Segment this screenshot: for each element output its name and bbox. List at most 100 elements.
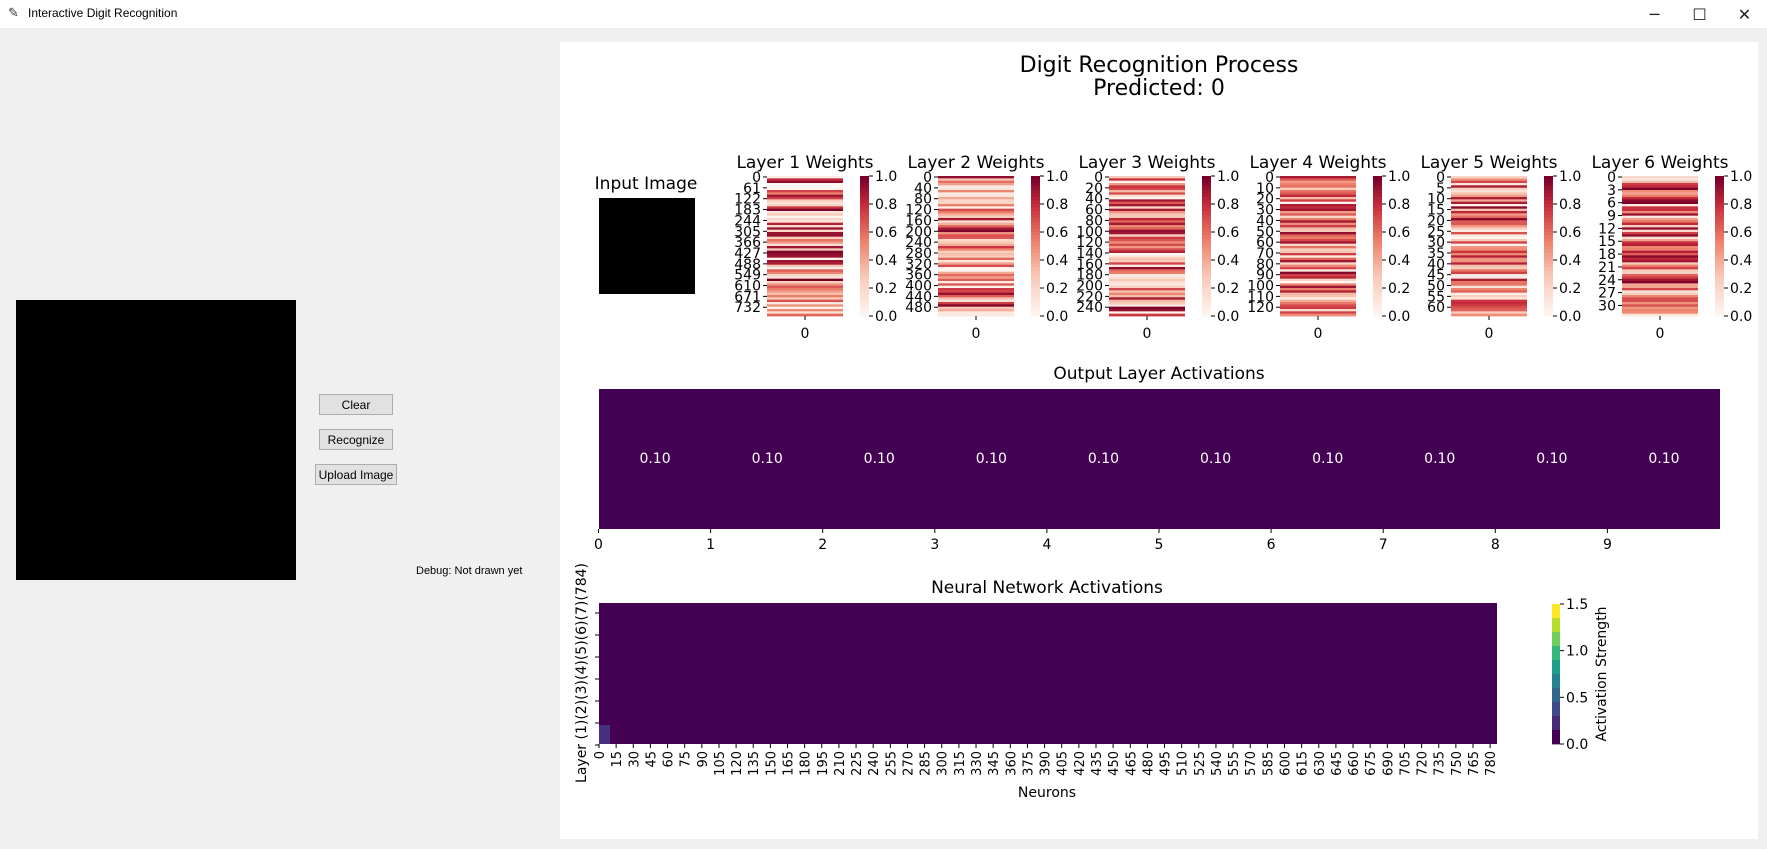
weight-stripe	[1622, 292, 1698, 296]
close-button[interactable]: ✕	[1737, 4, 1752, 24]
weight-stripe	[1622, 218, 1698, 221]
figure-canvas: Digit Recognition Process Predicted: 0 Inp…	[560, 42, 1758, 839]
colorbar-segment	[1373, 253, 1382, 257]
colorbar-segment	[1544, 214, 1553, 219]
weight-stripe	[1109, 239, 1185, 242]
colorbar-segment	[1373, 225, 1382, 229]
weight-stripe	[1280, 311, 1356, 315]
colorbar-segment	[1715, 291, 1724, 296]
weights-title: Layer 1 Weights	[736, 153, 873, 173]
weight-stripe	[938, 281, 1014, 284]
clear-button[interactable]: Clear	[319, 394, 393, 415]
weight-stripe	[938, 285, 1014, 289]
weight-stripe	[1280, 239, 1356, 242]
colorbar-tick-label: 0.2	[1388, 281, 1410, 297]
activations-x-tick-label: 660	[1347, 751, 1362, 776]
weight-stripe	[938, 180, 1014, 184]
y-tick-label: 30	[1427, 235, 1445, 251]
weight-stripe	[1622, 211, 1698, 214]
y-tick-label: 20	[1427, 213, 1445, 229]
weight-stripe	[1451, 281, 1527, 284]
colorbar-segment	[1544, 200, 1553, 205]
activations-x-tick-label: 30	[627, 751, 642, 768]
weight-stripe	[938, 185, 1014, 189]
activations-x-tick-label: 390	[1039, 751, 1054, 776]
colorbar-segment	[1715, 281, 1724, 285]
colorbar-segment	[860, 207, 869, 212]
colorbar-segment	[860, 193, 869, 198]
y-tick-label: 160	[905, 213, 932, 229]
maximize-button[interactable]: ☐	[1692, 4, 1707, 24]
weights-title: Layer 4 Weights	[1249, 153, 1386, 173]
minimize-button[interactable]: ─	[1649, 4, 1660, 24]
colorbar-segment	[1715, 288, 1724, 292]
weight-stripe	[767, 199, 843, 203]
weight-stripe	[767, 187, 843, 191]
colorbar-segment	[1202, 312, 1211, 317]
colorbar-segment	[1715, 176, 1724, 180]
weight-stripe	[767, 183, 843, 186]
weight-stripe	[1280, 241, 1356, 245]
colorbar-segment	[1202, 204, 1211, 208]
colorbar-segment	[1202, 214, 1211, 219]
weight-stripe	[767, 297, 843, 301]
weight-stripe	[1109, 292, 1185, 296]
colorbar-segment	[1544, 295, 1553, 299]
weight-stripe	[938, 229, 1014, 233]
weight-stripe	[1451, 176, 1527, 179]
weight-stripe	[938, 227, 1014, 231]
weight-stripe	[1451, 197, 1527, 200]
activation-colorbar-segment	[1552, 730, 1560, 745]
weight-stripe	[1280, 257, 1356, 261]
output-title: Output Layer Activations	[1053, 364, 1264, 384]
weight-stripe	[767, 234, 843, 238]
y-tick-label: 60	[1256, 235, 1274, 251]
weight-stripe	[938, 213, 1014, 217]
weight-stripe	[1280, 304, 1356, 308]
colorbar-segment	[1031, 267, 1040, 271]
upload-image-button[interactable]: Upload Image	[315, 464, 397, 485]
weight-stripe	[1280, 232, 1356, 235]
y-tick-label: 40	[1085, 192, 1103, 208]
colorbar-segment	[860, 263, 869, 268]
colorbar-segment	[1373, 270, 1382, 275]
weight-stripe	[1109, 285, 1185, 289]
weight-stripe	[767, 197, 843, 200]
weight-stripe	[767, 227, 843, 231]
output-x-tick-label: 6	[1267, 537, 1276, 553]
colorbar-segment	[1031, 309, 1040, 313]
colorbar-segment	[1544, 246, 1553, 250]
weight-stripe	[1280, 194, 1356, 198]
weight-stripe	[1451, 190, 1527, 193]
y-tick-label: 0	[752, 170, 761, 186]
output-x-tick-label: 7	[1379, 537, 1388, 553]
predicted-label: Predicted: 0	[1093, 76, 1225, 101]
y-tick-label: 40	[914, 181, 932, 197]
colorbar-segment	[1202, 309, 1211, 313]
weight-stripe	[1280, 227, 1356, 231]
colorbar-segment	[1544, 225, 1553, 229]
drawing-canvas[interactable]	[16, 300, 296, 580]
weight-stripe	[1109, 176, 1185, 179]
y-tick-label: 240	[905, 235, 932, 251]
weight-stripe	[1622, 295, 1698, 298]
weight-stripe	[1109, 262, 1185, 266]
weight-stripe	[938, 304, 1014, 308]
colorbar-tick-label: 0.8	[1559, 197, 1581, 213]
weight-stripe	[1451, 215, 1527, 219]
weight-stripe	[1622, 243, 1698, 247]
activations-x-tick-label: 690	[1381, 751, 1396, 776]
colorbar-segment	[1031, 260, 1040, 264]
x-tick-label: 0	[972, 326, 981, 342]
colorbar-segment	[1373, 179, 1382, 184]
colorbar-segment	[1031, 295, 1040, 299]
colorbar-segment	[1202, 274, 1211, 278]
y-tick-label: 61	[743, 181, 761, 197]
recognize-button[interactable]: Recognize	[319, 429, 393, 450]
colorbar-tick-label: 0.0	[1388, 309, 1410, 325]
title-bar: ✎ Interactive Digit Recognition ─ ☐ ✕	[0, 0, 1767, 28]
weight-stripe	[767, 222, 843, 226]
weight-stripe	[1622, 299, 1698, 303]
weight-stripe	[938, 190, 1014, 193]
activations-x-tick-label: 330	[970, 751, 985, 776]
